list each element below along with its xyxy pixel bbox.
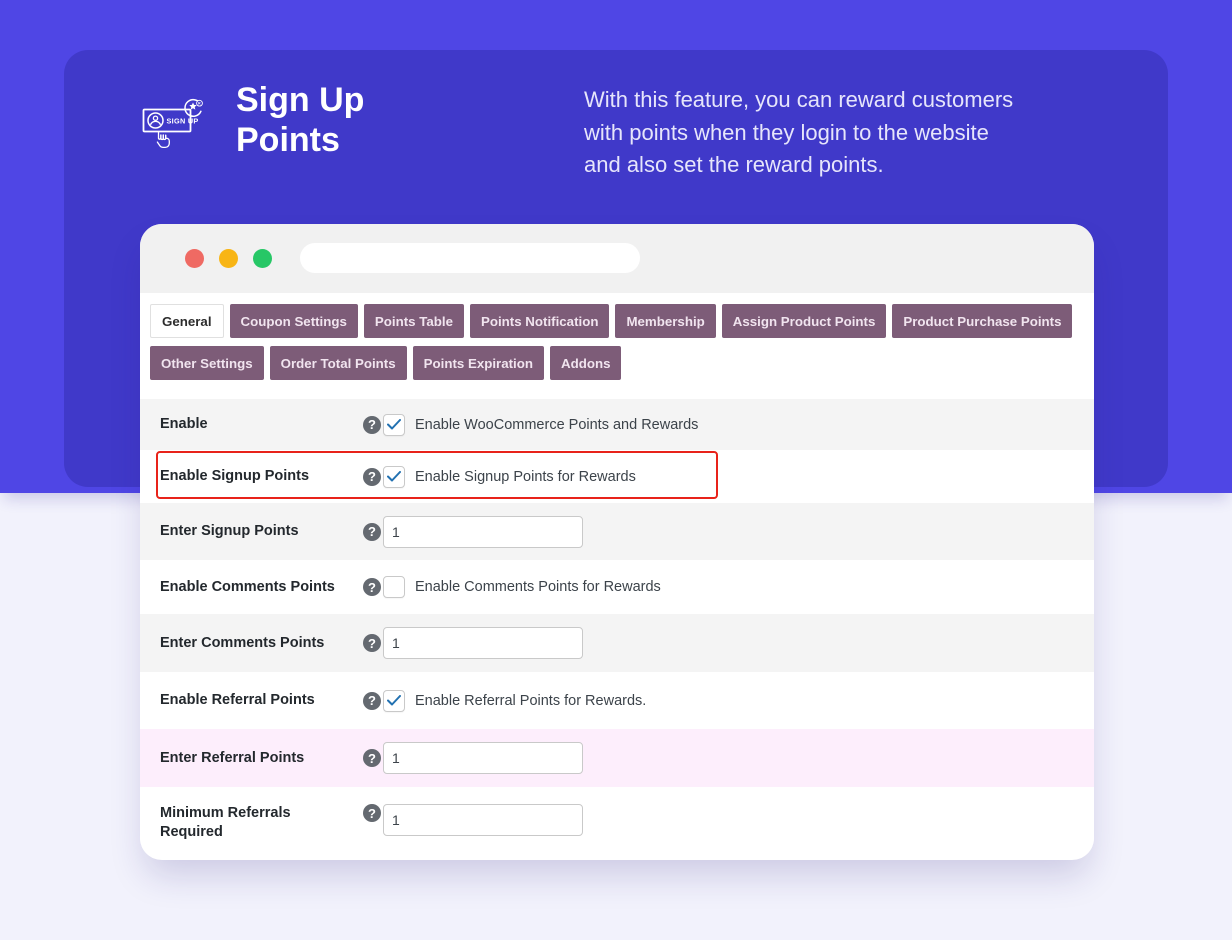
svg-text:SIGN UP: SIGN UP — [167, 117, 199, 126]
